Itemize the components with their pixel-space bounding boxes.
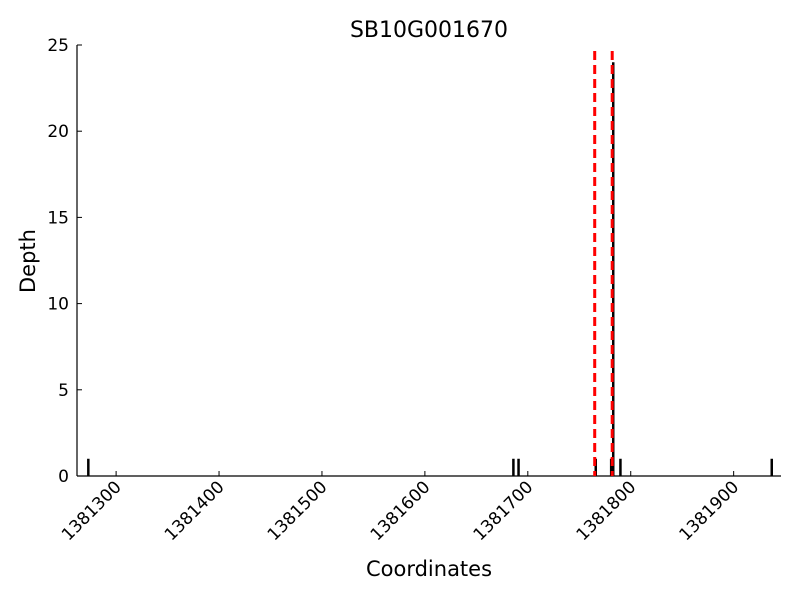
y-tick-label: 15 [47, 208, 69, 228]
x-axis-label: Coordinates [366, 557, 492, 581]
x-tick-label: 1381600 [367, 477, 435, 545]
x-tick-label: 1381500 [264, 477, 332, 545]
y-tick-label: 20 [47, 122, 69, 142]
y-axis-label: Depth [16, 229, 40, 293]
y-tick-label: 10 [47, 295, 69, 315]
x-tick-label: 1381700 [470, 477, 538, 545]
chart-title: SB10G001670 [350, 18, 508, 43]
x-tick-label: 1381800 [573, 477, 641, 545]
y-tick-label: 0 [58, 467, 69, 487]
y-tick-label: 25 [47, 36, 69, 56]
x-tick-label: 1381400 [161, 477, 229, 545]
y-tick-label: 5 [58, 381, 69, 401]
x-tick-label: 1381900 [676, 477, 744, 545]
x-tick-label: 1381300 [58, 477, 126, 545]
